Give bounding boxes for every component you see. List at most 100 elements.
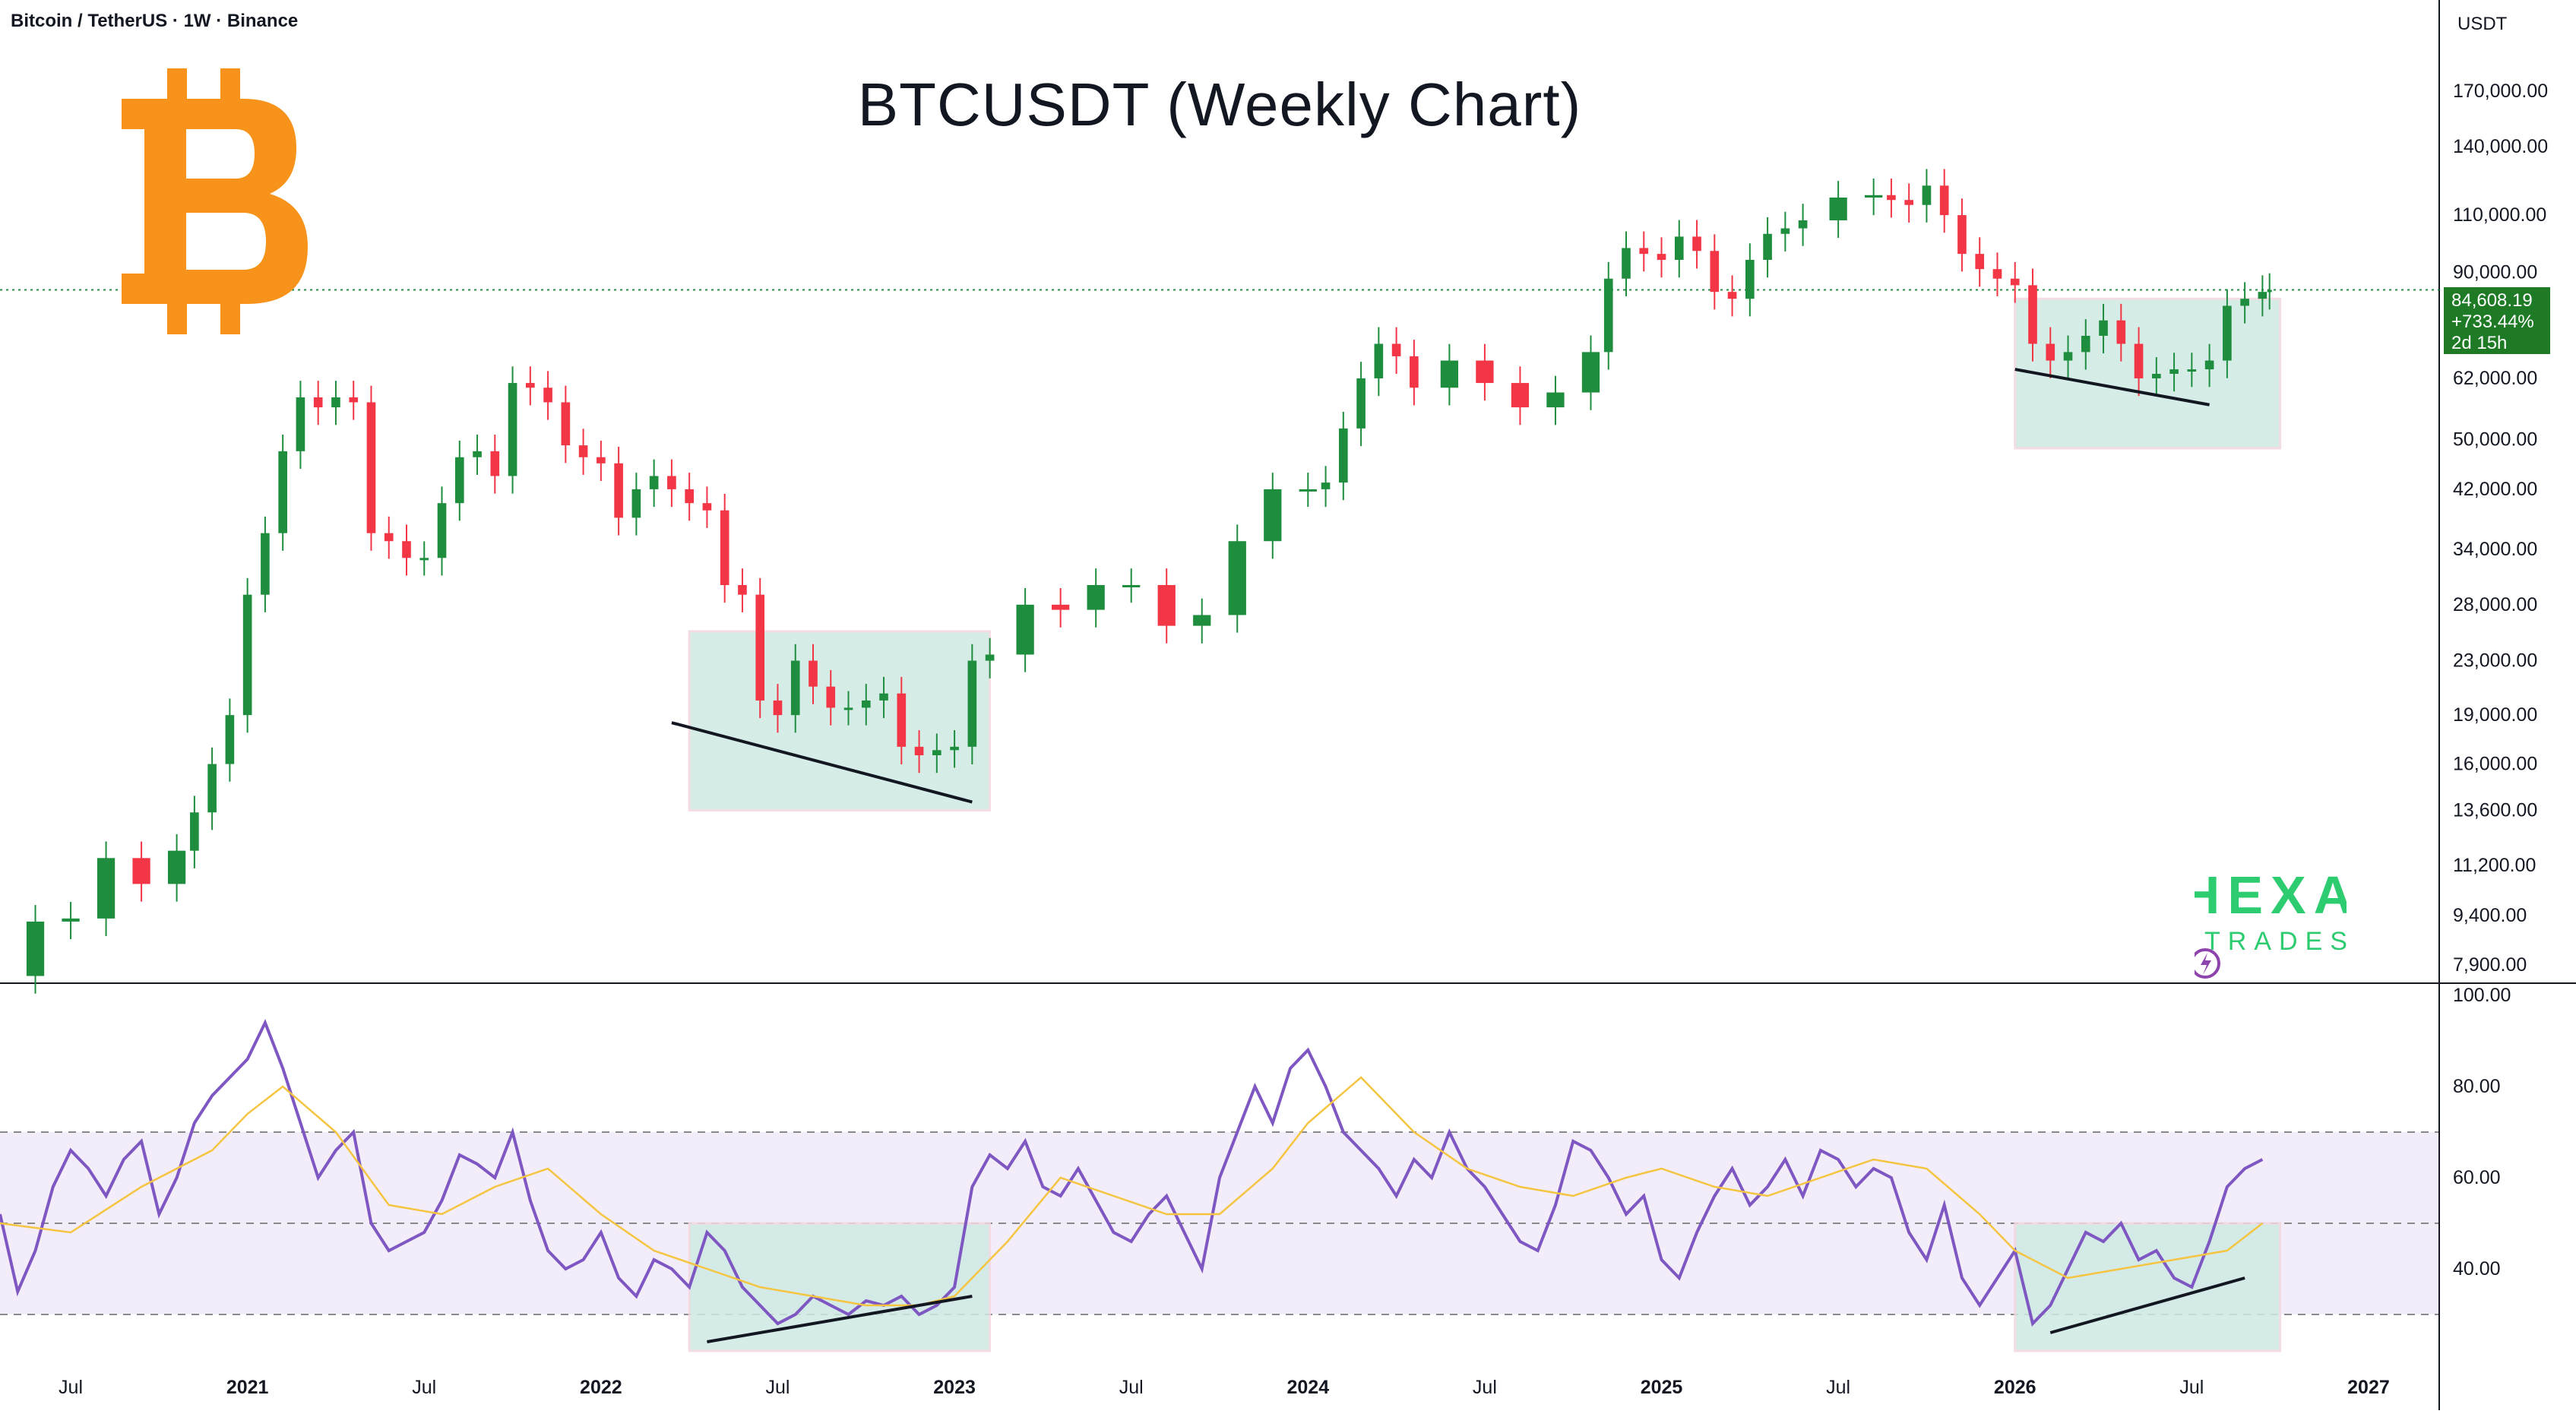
x-tick-label: Jul <box>1826 1377 1850 1398</box>
x-tick-label: Jul <box>412 1377 436 1398</box>
price-tick-label: 13,600.00 <box>2453 799 2537 821</box>
candle-body-101 <box>2152 373 2161 378</box>
candle-body-82 <box>1780 228 1790 234</box>
candle-body-9 <box>242 594 252 716</box>
candle-body-28 <box>578 445 588 457</box>
candle-body-104 <box>2204 360 2214 370</box>
candle-body-106 <box>2240 299 2249 306</box>
candle-body-33 <box>667 476 676 489</box>
candle-body-3 <box>97 858 116 919</box>
candle-body-62 <box>1339 428 1348 483</box>
candle-body-63 <box>1356 378 1366 429</box>
rsi-line <box>0 1018 2264 1327</box>
candle-countdown: 2d 15h <box>2451 333 2508 353</box>
watermark-word1: HEXA <box>2195 874 2347 925</box>
x-tick-label: 2024 <box>1286 1377 1329 1398</box>
trendline-0 <box>671 721 973 804</box>
candle-body-27 <box>561 402 571 446</box>
candle-body-53 <box>1052 604 1070 610</box>
watermark-word2: TRADES <box>2204 927 2347 956</box>
candle-body-17 <box>384 533 394 542</box>
candle-body-43 <box>843 707 853 710</box>
symbol-header[interactable]: Bitcoin / TetherUS · 1W · Binance <box>11 11 299 31</box>
candle-body-39 <box>773 700 783 716</box>
candle-body-88 <box>1922 185 1932 205</box>
candle-body-74 <box>1639 248 1649 255</box>
candle-body-18 <box>402 541 411 558</box>
candle-body-76 <box>1674 236 1684 261</box>
highlight-box-1 <box>2014 297 2282 450</box>
candle-body-107 <box>2258 292 2267 299</box>
candle-body-7 <box>207 764 217 813</box>
rsi-ma-line <box>0 1076 2264 1307</box>
candle-body-13 <box>313 397 323 408</box>
price-tick-label: 42,000.00 <box>2453 479 2537 500</box>
candle-body-54 <box>1087 584 1105 610</box>
highlight-box-0 <box>688 630 992 811</box>
candle-body-60 <box>1299 489 1317 492</box>
candle-body-96 <box>2063 352 2073 361</box>
rsi-tick-label: 40.00 <box>2453 1258 2501 1280</box>
x-tick-label: 2021 <box>226 1377 269 1398</box>
candle-body-58 <box>1228 541 1246 615</box>
candle-body-56 <box>1157 584 1176 626</box>
candle-body-57 <box>1193 615 1211 626</box>
trendline-3 <box>2049 1276 2245 1334</box>
currency-label[interactable]: USDT <box>2457 14 2508 34</box>
candle-body-93 <box>2010 278 2020 286</box>
candle-body-45 <box>879 693 888 701</box>
x-tick-label: Jul <box>1473 1377 1497 1398</box>
candle-body-89 <box>1939 185 1949 216</box>
candle-body-66 <box>1410 356 1419 388</box>
candle-body-21 <box>454 457 464 504</box>
candle-body-75 <box>1657 254 1666 261</box>
candle-body-46 <box>897 693 907 747</box>
candle-body-95 <box>2046 343 2055 361</box>
candle-body-64 <box>1374 343 1384 378</box>
candle-body-42 <box>826 686 836 708</box>
candle-body-22 <box>473 451 482 457</box>
price-tick-label: 16,000.00 <box>2453 754 2537 775</box>
candle-body-2 <box>62 918 80 922</box>
x-tick-label: Jul <box>2179 1377 2204 1398</box>
price-tick-label: 34,000.00 <box>2453 539 2537 560</box>
candle-body-71 <box>1581 352 1600 393</box>
candle-body-12 <box>296 397 305 451</box>
candle-body-5 <box>167 850 186 884</box>
trendline-2 <box>707 1295 973 1343</box>
candle-body-36 <box>720 510 729 585</box>
candle-body-80 <box>1745 260 1755 299</box>
price-tick-label: 11,200.00 <box>2453 855 2536 876</box>
price-tick-label: 23,000.00 <box>2453 650 2537 672</box>
price-badge: 84,608.19 +733.44% 2d 15h <box>2444 287 2550 354</box>
price-tick-label: 90,000.00 <box>2453 261 2537 283</box>
candle-body-69 <box>1511 383 1530 408</box>
hexa-trades-watermark: HEXA TRADES <box>2182 865 2352 992</box>
x-tick-label: 2026 <box>1994 1377 2036 1398</box>
candle-body-25 <box>526 383 535 388</box>
candle-body-70 <box>1546 392 1565 408</box>
candle-body-85 <box>1865 195 1883 198</box>
x-tick-label: 2023 <box>933 1377 976 1398</box>
x-tick-label: 2025 <box>1641 1377 1683 1398</box>
price-tick-label: 19,000.00 <box>2453 704 2537 726</box>
candle-body-30 <box>614 463 623 518</box>
candle-body-40 <box>790 660 800 716</box>
candle-body-4 <box>132 858 150 884</box>
candle-body-86 <box>1887 195 1896 201</box>
candle-body-52 <box>1016 604 1034 655</box>
candle-body-23 <box>490 451 500 476</box>
rsi-tick-label: 100.00 <box>2453 985 2511 1006</box>
candle-body-47 <box>914 746 924 756</box>
candle-body-84 <box>1829 198 1847 220</box>
candle-body-10 <box>261 533 270 595</box>
price-tick-label: 28,000.00 <box>2453 594 2537 615</box>
price-tick-label: 110,000.00 <box>2453 204 2546 226</box>
candle-body-61 <box>1321 482 1331 489</box>
price-tick-label: 9,400.00 <box>2453 905 2527 926</box>
candle-body-24 <box>508 383 517 476</box>
candle-body-59 <box>1264 489 1282 542</box>
x-tick-label: 2022 <box>580 1377 622 1398</box>
candle-body-29 <box>597 457 606 463</box>
